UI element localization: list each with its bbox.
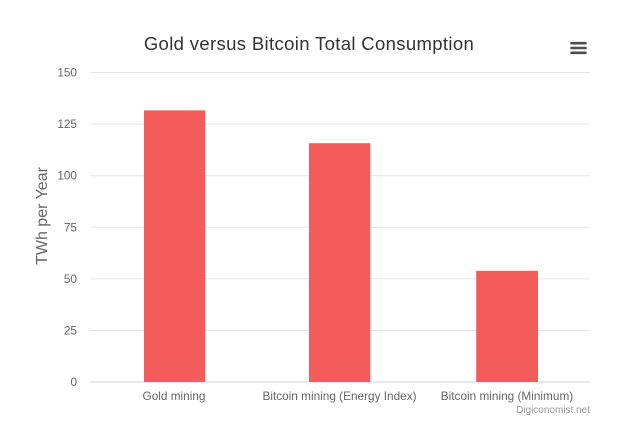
svg-text:Gold mining: Gold mining: [143, 389, 206, 403]
svg-text:125: 125: [57, 117, 77, 131]
svg-text:Bitcoin mining (Energy Index): Bitcoin mining (Energy Index): [262, 389, 416, 403]
svg-text:75: 75: [64, 220, 78, 234]
svg-text:Bitcoin mining (Minimum): Bitcoin mining (Minimum): [441, 389, 573, 403]
svg-text:50: 50: [64, 272, 78, 286]
svg-text:0: 0: [70, 375, 77, 389]
svg-text:Gold versus Bitcoin Total Cons: Gold versus Bitcoin Total Consumption: [144, 33, 474, 54]
svg-text:150: 150: [57, 66, 77, 80]
svg-text:25: 25: [64, 324, 78, 338]
svg-text:100: 100: [57, 169, 77, 183]
svg-text:TWh per Year: TWh per Year: [34, 166, 51, 265]
svg-text:Digiconomist.net: Digiconomist.net: [516, 405, 590, 416]
